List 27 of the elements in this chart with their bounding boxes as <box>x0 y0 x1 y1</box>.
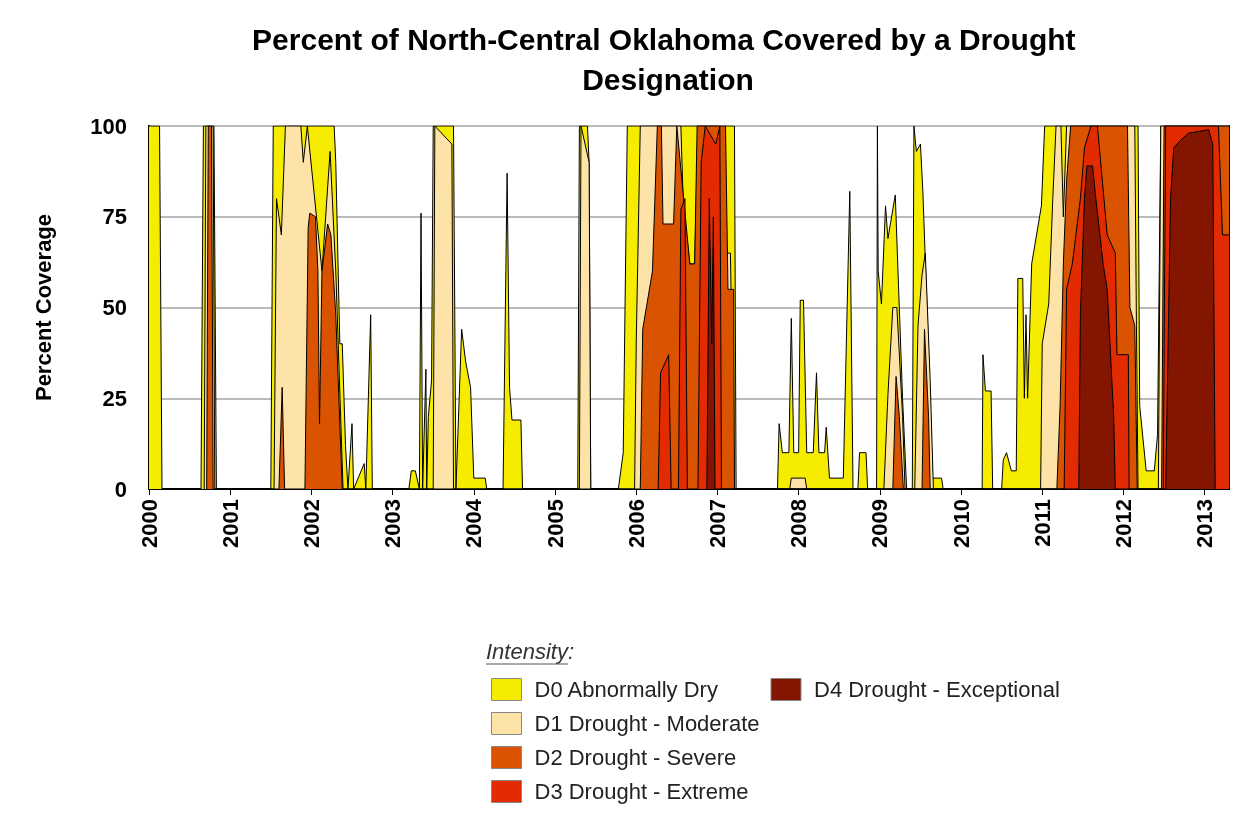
x-tick-label: 2000 <box>136 499 162 548</box>
x-tick-label: 2010 <box>948 499 974 548</box>
x-tick-label: 2013 <box>1192 499 1218 548</box>
legend-label: D0 Abnormally Dry <box>534 677 718 702</box>
x-tick-label: 2007 <box>704 499 730 548</box>
x-tick-label: 2012 <box>1110 499 1136 548</box>
chart-title: Percent of North-Central Oklahoma Covered by a Drought Designation <box>252 22 1084 96</box>
y-tick-label: 100 <box>90 113 127 139</box>
x-tick-label: 2002 <box>298 499 324 548</box>
x-tick-label: 2011 <box>1029 499 1055 547</box>
x-tick-label: 2003 <box>380 499 406 548</box>
legend-label: D4 Drought - Exceptional <box>814 677 1060 702</box>
y-axis-title: Percent Coverage <box>30 213 56 402</box>
legend-label: D1 Drought - Moderate <box>534 711 760 736</box>
x-tick-label: 2008 <box>786 499 812 548</box>
y-tick-label: 25 <box>102 385 127 411</box>
legend-title: Intensity: <box>486 638 575 664</box>
y-tick-label: 0 <box>114 476 127 502</box>
y-tick-label: 50 <box>102 295 127 320</box>
x-tick-label: 2006 <box>623 499 649 548</box>
x-tick-label: 2001 <box>217 499 243 548</box>
legend-label: D3 Drought - Extreme <box>534 779 749 804</box>
x-tick-label: 2009 <box>867 499 893 548</box>
x-tick-label: 2004 <box>461 498 487 548</box>
x-tick-label: 2005 <box>542 499 568 548</box>
legend-label: D2 Drought - Severe <box>534 745 737 770</box>
y-tick-label: 75 <box>102 204 127 230</box>
